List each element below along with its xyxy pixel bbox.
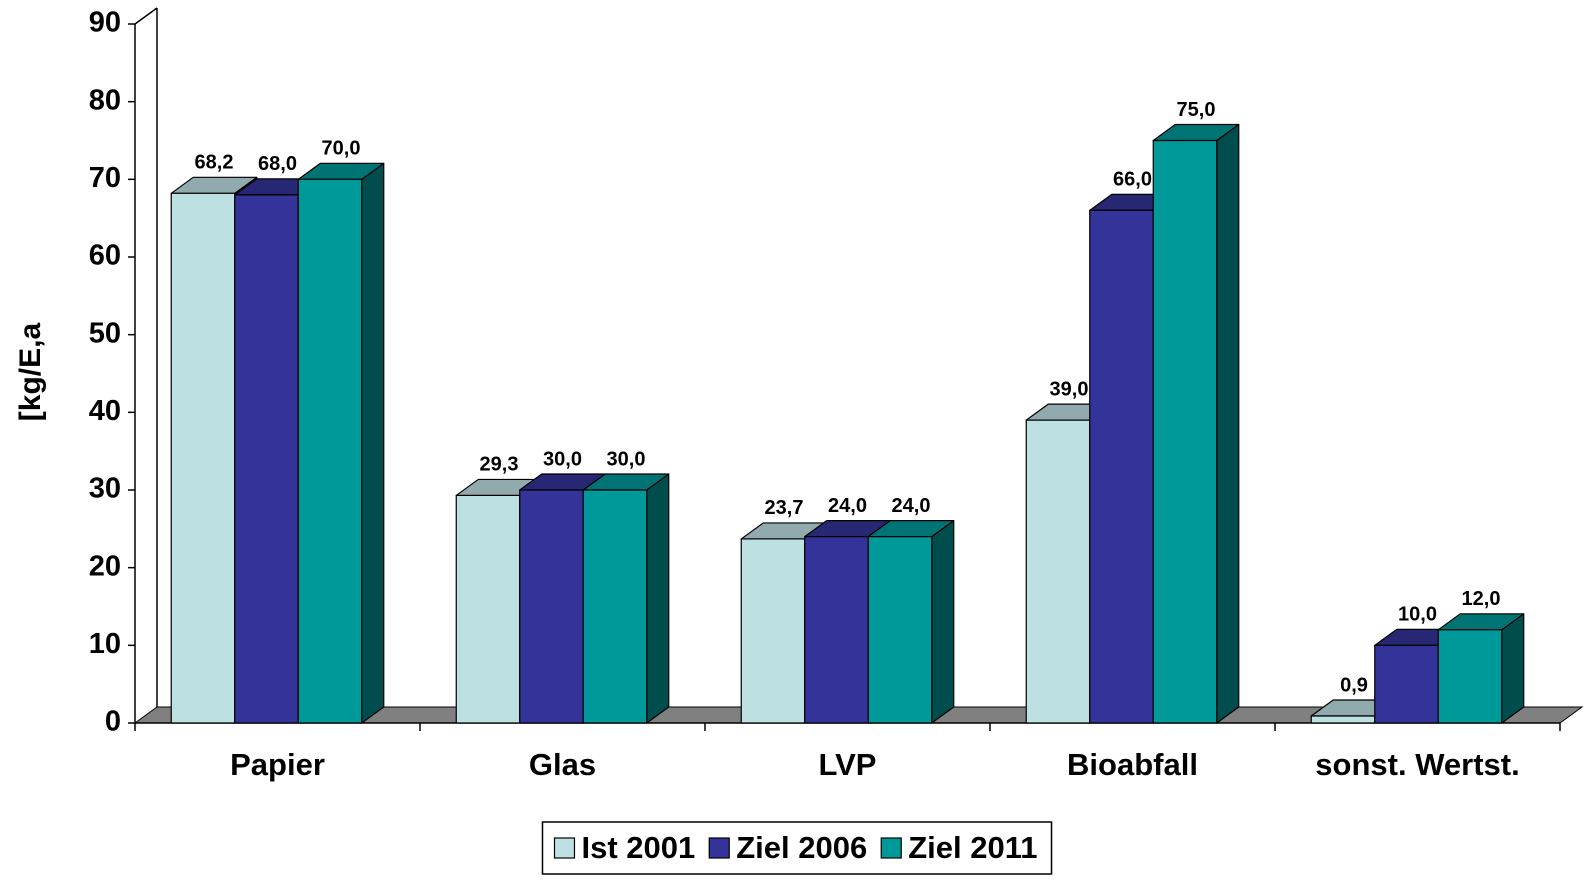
value-label: 10,0	[1398, 604, 1437, 626]
y-tick-label: 70	[89, 162, 121, 194]
legend-label: Ziel 2011	[908, 830, 1037, 865]
legend-swatch	[880, 837, 902, 859]
value-label: 30,0	[607, 448, 646, 470]
bar-front	[1437, 629, 1503, 724]
bar-front	[1025, 419, 1091, 724]
value-label: 24,0	[828, 495, 867, 517]
y-tick-label: 80	[89, 84, 121, 116]
bar	[1152, 123, 1240, 724]
bar-side	[1216, 123, 1240, 724]
y-tick-label: 0	[105, 706, 121, 738]
y-tick-label: 40	[89, 395, 121, 427]
value-label: 30,0	[543, 448, 582, 470]
x-tick-label: Papier	[230, 747, 325, 782]
legend-label: Ziel 2006	[736, 830, 867, 865]
y-axis-label: [kg/E,a	[14, 323, 47, 422]
value-label: 0,9	[1340, 674, 1368, 696]
bar	[297, 162, 385, 724]
bar-front	[740, 538, 806, 724]
value-label: 68,2	[195, 152, 234, 174]
legend: Ist 2001 Ziel 2006 Ziel 2011	[541, 821, 1053, 875]
x-tick-label: Glas	[529, 747, 596, 782]
bar-front	[582, 489, 648, 724]
value-label: 12,0	[1462, 588, 1501, 610]
x-tick-label: Bioabfall	[1067, 747, 1198, 782]
bar-side	[931, 519, 955, 724]
legend-label: Ist 2001	[581, 830, 695, 865]
x-tick-label: LVP	[819, 747, 877, 782]
value-label: 39,0	[1050, 378, 1089, 400]
bar-front	[455, 494, 521, 724]
value-label: 24,0	[892, 495, 931, 517]
bar-front	[234, 194, 299, 724]
bar-front	[297, 178, 363, 724]
y-tick-label: 30	[89, 473, 121, 505]
value-label: 29,3	[480, 454, 519, 476]
value-label: 75,0	[1177, 99, 1216, 121]
value-label: 70,0	[322, 138, 361, 160]
y-tick-label: 20	[89, 550, 121, 582]
y-tick-label: 50	[89, 317, 121, 349]
bar-front	[804, 535, 869, 724]
bar	[1437, 613, 1525, 724]
bar-front	[867, 535, 933, 724]
bar	[582, 473, 670, 724]
x-tick-label: sonst. Wertst.	[1315, 747, 1519, 782]
legend-box	[541, 821, 1053, 875]
bar-side	[646, 473, 670, 724]
bar-front	[519, 489, 584, 724]
y-tick-label: 10	[89, 628, 121, 660]
y-tick-label: 60	[89, 240, 121, 272]
bar	[867, 519, 955, 724]
bar-front	[1152, 139, 1218, 724]
y-tick-label: 90	[89, 7, 121, 39]
bar-front	[170, 192, 236, 724]
bar-front	[1374, 644, 1439, 724]
bar-front	[1089, 209, 1154, 724]
legend-swatch	[708, 837, 730, 859]
wall-top-edge	[134, 7, 158, 25]
bar-front	[1310, 715, 1376, 724]
value-label: 68,0	[258, 153, 297, 175]
legend-swatch	[553, 837, 576, 859]
bar-side	[361, 162, 385, 724]
value-label: 66,0	[1113, 169, 1152, 191]
value-label: 23,7	[765, 497, 804, 519]
bar-side	[1501, 613, 1525, 724]
